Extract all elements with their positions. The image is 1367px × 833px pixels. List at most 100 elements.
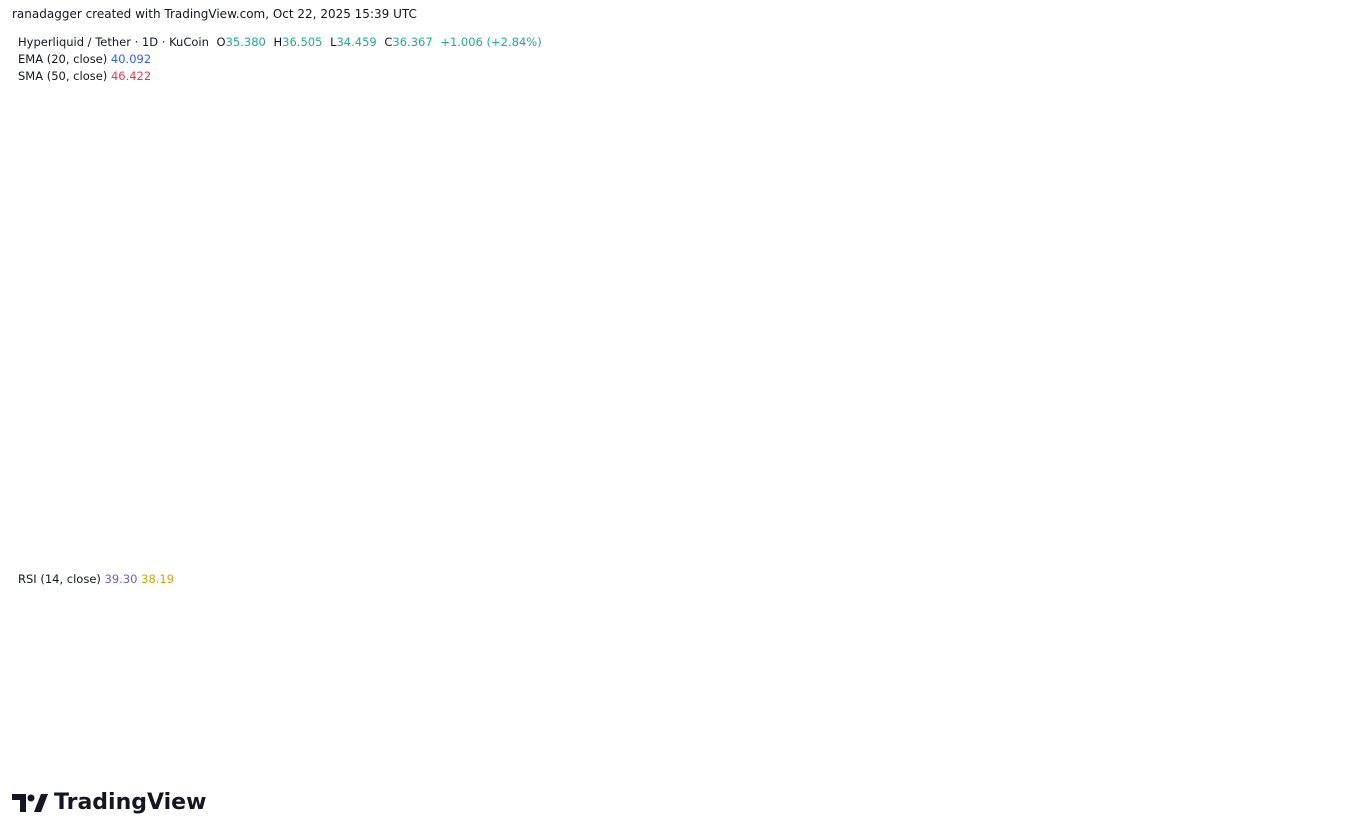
rsi-tick: 80.00 [1300, 581, 1333, 595]
annotation-right-shoulder: S [1118, 93, 1134, 118]
price-tick: 44.000 [1300, 195, 1340, 209]
candle [922, 172, 930, 202]
change-value: +1.006 (+2.84%) [440, 35, 542, 49]
candle [227, 394, 235, 404]
open-value: 35.380 [225, 35, 266, 49]
candle [1120, 153, 1128, 173]
rsi-tick: 60.00 [1300, 633, 1333, 647]
ema-line [82, 128, 1195, 500]
candle [833, 182, 841, 202]
candle [1085, 124, 1093, 192]
candle [945, 191, 953, 212]
candle [705, 259, 713, 289]
rsi-legend[interactable]: RSI (14, close) 39.30 38.19 [18, 572, 174, 586]
candle [798, 172, 806, 212]
rsi-line [64, 565, 1195, 741]
ema-label: EMA (20, close) [18, 52, 108, 66]
candle [518, 432, 526, 447]
candle [414, 499, 422, 505]
price-tick: 52.000 [1300, 118, 1340, 132]
candle [1027, 163, 1035, 202]
price-tick: 40.000 [1216, 233, 1256, 247]
candle [856, 201, 864, 212]
rsi-tag-label: RSI [1269, 689, 1287, 702]
ohlc-row[interactable]: Hyperliquid / Tether · 1D · KuCoin O35.3… [18, 34, 542, 51]
candle [484, 456, 492, 471]
candle [693, 268, 701, 289]
price-tick: 28.000 [1300, 349, 1340, 363]
candle [957, 211, 965, 231]
tradingview-logo-icon [12, 793, 48, 812]
candle [1062, 76, 1070, 96]
candle [6, 307, 14, 327]
price-tick: 48.000 [1300, 156, 1340, 170]
time-tick: 2025 [37, 752, 69, 766]
candle [309, 451, 317, 471]
lightning-icon[interactable] [1183, 541, 1203, 561]
candle [647, 297, 655, 327]
candle [123, 394, 131, 404]
price-tick: 20.000 [1300, 426, 1340, 440]
candle [356, 480, 364, 491]
candle [1166, 240, 1174, 269]
candle [53, 365, 61, 385]
price-axis[interactable]: 56.000 52.000 48.000 44.000 40.000 36.000 32.0… [1183, 79, 1341, 555]
open-label: O [216, 35, 226, 49]
candle [1143, 163, 1151, 260]
candle [910, 201, 918, 240]
time-tick: May [507, 752, 531, 766]
neckline-callout: Neckline [1173, 179, 1239, 241]
candle [1038, 105, 1046, 163]
symbol-title: Hyperliquid / Tether · 1D · KuCoin [18, 35, 209, 49]
candle [1132, 153, 1140, 163]
candle [934, 172, 942, 192]
candle [18, 307, 26, 337]
time-tick: Feb [163, 752, 183, 766]
rsi-ma-tag-label: RSI-based MA [1216, 706, 1292, 719]
candle [751, 259, 759, 269]
price-tick: 12.000 [1300, 503, 1340, 517]
rsi-ma-value: 38.19 [141, 572, 175, 586]
candle [437, 499, 445, 524]
last-price: 36.367 [1298, 270, 1338, 284]
candle [992, 201, 1000, 221]
low-label: L [330, 35, 337, 49]
candle [612, 268, 620, 317]
tradingview-logo[interactable]: TradingView [12, 790, 206, 815]
rsi-band [10, 614, 1290, 718]
candle [111, 394, 119, 414]
candle [875, 230, 883, 269]
candle [321, 471, 329, 491]
neckline-label: Neckline [1179, 189, 1231, 203]
ema-tag-value: 40.092 [1299, 234, 1339, 248]
sma-value: 46.422 [110, 69, 152, 83]
candle [565, 374, 573, 385]
candle [1050, 95, 1058, 106]
symbol-tag: HYPEUSDT [1231, 270, 1290, 283]
candle [134, 403, 142, 414]
annotation-head: H [1045, 31, 1063, 56]
candle [899, 240, 907, 260]
sma-legend[interactable]: SMA (50, close) 46.422 [18, 68, 542, 85]
rsi-axis[interactable]: 80.00 60.00 [1300, 581, 1333, 647]
rsi-ma-line [114, 566, 1194, 739]
candle [216, 394, 224, 404]
candle [844, 182, 852, 202]
candle [472, 471, 480, 472]
candle [262, 374, 270, 385]
candles [6, 54, 1198, 535]
candle [65, 374, 73, 385]
ema-legend[interactable]: EMA (20, close) 40.092 [18, 51, 542, 68]
candle [553, 384, 561, 414]
annotation-left-shoulder: S [916, 102, 932, 127]
candle [88, 394, 96, 423]
rsi-value-tag: RSI 39.30 [1266, 686, 1334, 703]
candle [286, 413, 294, 423]
candle [1108, 172, 1116, 221]
candle [204, 374, 212, 404]
time-axis[interactable]: 2025 Feb Mar Apr May Jun Jul Aug Sep Oct Nov [37, 752, 1244, 766]
candle [740, 268, 748, 289]
last-price-tag: HYPEUSDT 36.367 +22.20% 08:20:24 [1227, 268, 1352, 313]
candle [577, 374, 585, 376]
